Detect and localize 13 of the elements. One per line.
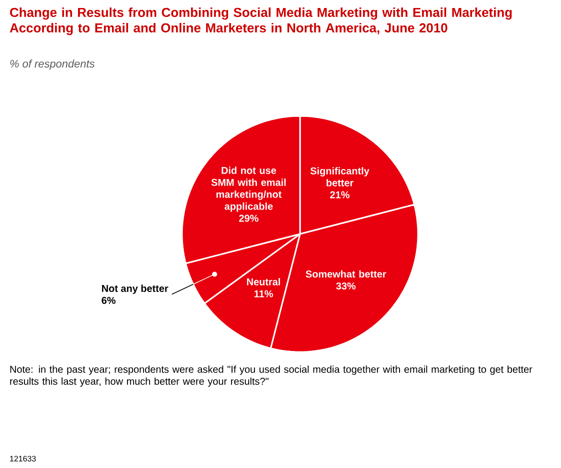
chart-title: Change in Results from Combining Social Media Marketing with Email Marketing According to Email and Online Marketers in North America, June 2010	[10, 8, 512, 36]
chart-subtitle: % of respondents	[10, 60, 95, 70]
data-label: 6%	[102, 296, 116, 304]
slice-label: Significantly better	[310, 167, 370, 186]
slice-label: Did not use SMM with email marketing/not applicable	[211, 166, 286, 212]
data-label: 29%	[239, 214, 258, 222]
data-label: 33%	[336, 282, 356, 290]
text: Note: in the past year; respondents were asked "If you used social media together with email marketing to get better results this last year, how much better were your results?"	[10, 366, 532, 387]
data-label: 11%	[254, 290, 273, 298]
slice-label: Somewhat better	[306, 270, 386, 278]
slice-label: Neutral	[247, 278, 280, 286]
data-label: 21%	[330, 191, 350, 198]
slice-label: Not any better	[102, 284, 168, 294]
